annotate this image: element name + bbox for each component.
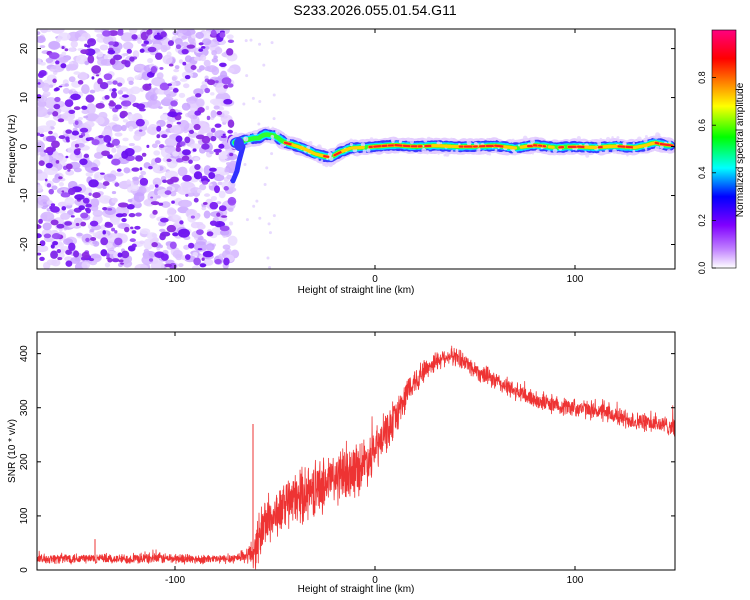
ridge-tail: [230, 144, 246, 184]
bottom-y-tick-label: 300: [19, 399, 30, 416]
top-x-axis-label: Height of straight line (km): [298, 285, 415, 296]
snr-series-line: [37, 345, 675, 570]
top-x-tick-label: 0: [372, 274, 378, 285]
top-y-tick-label: 20: [19, 43, 30, 55]
colorbar-label: Normalized spectral amplitude: [735, 82, 746, 217]
colorbar-tick-label: 0.2: [697, 214, 707, 227]
top-x-tick-label: 100: [567, 274, 584, 285]
frequency-ridge: [228, 126, 675, 184]
colorbar-tick-label: 0.8: [697, 71, 707, 84]
top-y-tick-label: -20: [19, 237, 30, 252]
bottom-y-axis-label: SNR (10 * v/v): [7, 419, 18, 483]
bottom-y-tick-label: 0: [19, 567, 30, 573]
bottom-x-tick-label: 0: [372, 575, 378, 586]
colorbar-tick-label: 0.4: [697, 167, 707, 180]
bottom-x-tick-label: -100: [165, 575, 185, 586]
top-x-tick-label: -100: [165, 274, 185, 285]
snr-panel: -100 0 100 0 100 200 300 400 Height of straight…: [7, 331, 676, 595]
colorbar-tick-label: 0.0: [697, 262, 707, 275]
bottom-y-tick-label: 200: [19, 453, 30, 470]
top-y-tick-label: 10: [19, 92, 30, 104]
bottom-y-tick-label: 100: [19, 507, 30, 524]
colorbar-gradient: [711, 29, 737, 269]
bottom-x-axis-label: Height of straight line (km): [298, 584, 415, 595]
top-y-axis-label: Frequency (Hz): [7, 115, 18, 184]
colorbar-tick-label: 0.6: [697, 119, 707, 132]
bottom-y-tick-label: 400: [19, 345, 30, 362]
ridge-start-blob: [234, 137, 244, 152]
colorbar: 0.0 0.2 0.4 0.6 0.8 Normalized spectral ampl…: [697, 29, 746, 275]
top-y-tick-label: 0: [19, 143, 30, 149]
noise-speckle-region: [37, 29, 276, 269]
top-y-tick-label: -10: [19, 188, 30, 203]
bottom-x-tick-label: 100: [567, 575, 584, 586]
figure-title: S233.2026.055.01.54.G11: [293, 2, 457, 18]
